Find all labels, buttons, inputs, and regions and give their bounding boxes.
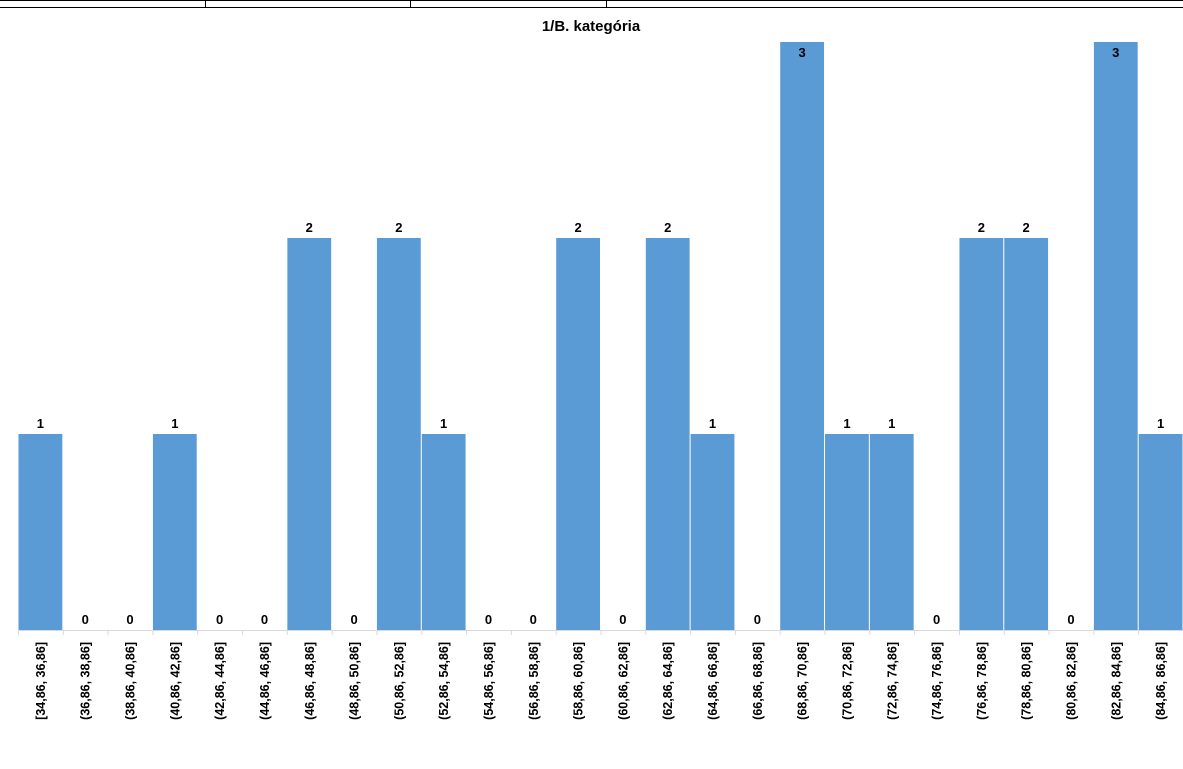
data-label-9: 1 — [440, 416, 447, 431]
x-tick-label-25: (84,86, 86,86] — [1154, 642, 1168, 720]
x-tick-label-16: (66,86, 68,86] — [751, 642, 765, 720]
x-tick-label-5: (44,86, 46,86] — [258, 642, 272, 720]
x-tick-label-0: [34,86, 36,86] — [34, 642, 48, 720]
x-tick-label-14: (62,86, 64,86] — [661, 642, 675, 720]
data-label-0: 1 — [37, 416, 44, 431]
data-label-6: 2 — [306, 220, 313, 235]
data-label-23: 0 — [1067, 612, 1074, 627]
data-label-16: 0 — [754, 612, 761, 627]
data-label-4: 0 — [216, 612, 223, 627]
data-label-7: 0 — [350, 612, 357, 627]
x-tick-label-11: (56,86, 58,86] — [527, 642, 541, 720]
bar-8 — [376, 238, 421, 630]
data-label-19: 1 — [888, 416, 895, 431]
bar-9 — [421, 434, 466, 630]
x-tick-label-12: (58,86, 60,86] — [572, 642, 586, 720]
x-tick-label-13: (60,86, 62,86] — [616, 642, 630, 720]
data-label-21: 2 — [978, 220, 985, 235]
bar-15 — [690, 434, 735, 630]
bar-18 — [825, 434, 869, 630]
top-table-border — [0, 0, 1183, 8]
data-label-25: 1 — [1157, 416, 1164, 431]
data-labels: 1 0 0 1 0 0 2 0 2 1 0 0 2 0 2 1 0 3 1 1 0 2 2 0 3 1 — [37, 45, 1164, 627]
x-tick-label-19: (72,86, 74,86] — [885, 642, 899, 720]
bar-21 — [959, 238, 1004, 630]
data-label-5: 0 — [261, 612, 268, 627]
bar-24 — [1093, 42, 1138, 630]
x-tick-label-20: (74,86, 76,86] — [930, 642, 944, 720]
x-tick-label-9: (52,86, 54,86] — [437, 642, 451, 720]
data-label-14: 2 — [664, 220, 671, 235]
data-label-13: 0 — [619, 612, 626, 627]
x-tick-label-1: (36,86, 38,86] — [79, 642, 93, 720]
x-axis-ticks — [18, 630, 1140, 635]
x-tick-label-24: (82,86, 84,86] — [1109, 642, 1123, 720]
data-label-20: 0 — [933, 612, 940, 627]
bar-14 — [645, 238, 690, 630]
bar-17 — [780, 42, 825, 630]
data-label-2: 0 — [126, 612, 133, 627]
data-label-11: 0 — [530, 612, 537, 627]
chart-title: 1/B. kategória — [542, 18, 641, 35]
bar-6 — [287, 238, 332, 630]
data-label-22: 2 — [1023, 220, 1030, 235]
x-tick-label-17: (68,86, 70,86] — [796, 642, 810, 720]
x-tick-label-3: (40,86, 42,86] — [168, 642, 182, 720]
bar-19 — [869, 434, 914, 630]
data-label-12: 2 — [574, 220, 581, 235]
bar-25 — [1138, 434, 1183, 630]
data-label-3: 1 — [171, 416, 178, 431]
x-tick-label-22: (78,86, 80,86] — [1020, 642, 1034, 720]
data-label-24: 3 — [1112, 45, 1119, 60]
x-tick-label-10: (54,86, 56,86] — [482, 642, 496, 720]
data-label-8: 2 — [395, 220, 402, 235]
data-label-10: 0 — [485, 612, 492, 627]
bar-12 — [556, 238, 600, 630]
bar-series — [18, 42, 1183, 630]
data-label-18: 1 — [843, 416, 850, 431]
data-label-1: 0 — [82, 612, 89, 627]
x-tick-label-21: (76,86, 78,86] — [975, 642, 989, 720]
data-label-15: 1 — [709, 416, 716, 431]
x-axis-tick-labels: [34,86, 36,86] (36,86, 38,86] (38,86, 40,8… — [34, 642, 1168, 720]
x-tick-label-2: (38,86, 40,86] — [124, 642, 138, 720]
bar-22 — [1004, 238, 1049, 630]
x-tick-label-8: (50,86, 52,86] — [392, 642, 406, 720]
bar-3 — [152, 434, 197, 630]
bar-0 — [18, 434, 63, 630]
x-tick-label-4: (42,86, 44,86] — [213, 642, 227, 720]
x-tick-label-15: (64,86, 66,86] — [706, 642, 720, 720]
x-tick-label-23: (80,86, 82,86] — [1064, 642, 1078, 720]
x-tick-label-7: (48,86, 50,86] — [348, 642, 362, 720]
x-tick-label-18: (70,86, 72,86] — [840, 642, 854, 720]
data-label-17: 3 — [799, 45, 806, 60]
x-tick-label-6: (46,86, 48,86] — [303, 642, 317, 720]
